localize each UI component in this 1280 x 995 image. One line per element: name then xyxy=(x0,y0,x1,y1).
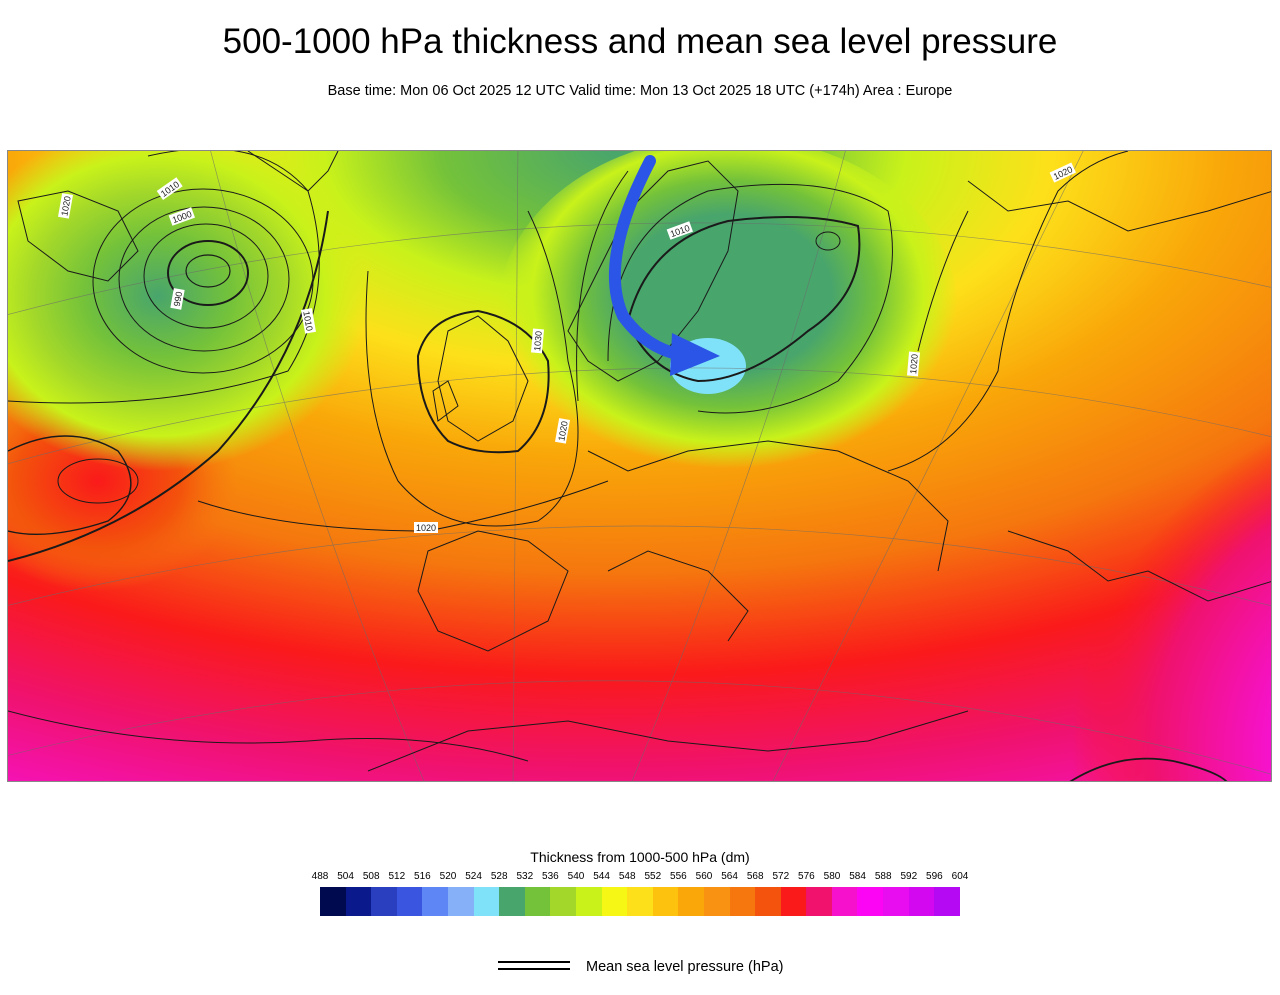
colorbar-tick-label: 572 xyxy=(772,871,790,882)
colorbar-swatch xyxy=(703,887,730,916)
thickness-map: 1010 1000 990 1010 1020 1020 1010 1020 1… xyxy=(7,150,1272,782)
colorbar-tick-label: 580 xyxy=(823,871,841,882)
colorbar-swatch xyxy=(345,887,372,916)
chart-subtitle: Base time: Mon 06 Oct 2025 12 UTC Valid … xyxy=(327,83,953,99)
colorbar-swatch xyxy=(806,887,832,916)
colorbar-tick-label: 532 xyxy=(516,871,534,882)
cold-air-flow-arrow xyxy=(608,155,720,376)
isobar-1015 xyxy=(8,210,329,562)
msl-pressure-legend: Mean sea level pressure (hPa) xyxy=(498,958,838,978)
map-canvas: 1010 1000 990 1010 1020 1020 1010 1020 1… xyxy=(8,151,1271,781)
colorbar-swatch xyxy=(729,887,756,916)
colorbar-tick-label: 516 xyxy=(414,871,431,882)
colorbar-tick-label: 568 xyxy=(746,871,764,882)
colorbar-tick-label: 564 xyxy=(721,871,738,882)
colorbar-swatch xyxy=(934,887,960,916)
colorbar-swatch xyxy=(524,887,551,916)
atlantic-low-cold-air xyxy=(8,151,368,471)
colorbar-tick-label: 596 xyxy=(926,871,943,882)
colorbar-tick-label: 588 xyxy=(874,871,892,882)
warm-air-mass xyxy=(808,331,1271,781)
thickness-colorbar xyxy=(320,887,960,916)
chart-title: 500-1000 hPa thickness and mean sea leve… xyxy=(222,22,1058,61)
isobar-azores-inner xyxy=(57,458,139,504)
isobar-high-1020-uk xyxy=(416,309,550,454)
isobar-label: 1020 xyxy=(556,420,569,441)
colorbar-tick-label: 560 xyxy=(695,871,713,882)
colorbar-swatch xyxy=(652,887,679,916)
colorbar-swatch xyxy=(396,887,423,916)
colorbar-tick-label: 488 xyxy=(311,871,329,882)
colorbar-tick-label: 520 xyxy=(439,871,457,882)
colorbar-tick-label: 556 xyxy=(670,871,687,882)
colorbar-tick-label: 584 xyxy=(849,871,866,882)
isobar-label: 990 xyxy=(172,291,184,308)
isobar-1015-med xyxy=(8,710,529,762)
colorbar-tick-label: 512 xyxy=(388,871,406,882)
colorbar-tick-label: 544 xyxy=(593,871,610,882)
colorbar-swatch xyxy=(908,887,935,916)
colorbar-tick-label: 528 xyxy=(490,871,508,882)
isobar-low-995 xyxy=(143,223,269,329)
colorbar-tick-label: 576 xyxy=(798,871,815,882)
isobar-low-1000 xyxy=(118,206,290,352)
colorbar-swatch xyxy=(601,887,628,916)
isobar-label: 1030 xyxy=(532,331,544,352)
colorbar-swatch xyxy=(780,887,807,916)
colorbar-title: Thickness from 1000-500 hPa (dm) xyxy=(530,849,750,865)
colorbar-swatch xyxy=(473,887,500,916)
isobar-small-low xyxy=(815,231,841,251)
isobar-center-low xyxy=(185,254,231,288)
msl-line-sample xyxy=(498,961,570,970)
colorbar-swatch xyxy=(857,887,884,916)
colorbar-swatch xyxy=(755,887,781,916)
isobar-1020-east-2 xyxy=(917,210,969,352)
colorbar-tick-labels: 488 504 508 512 516 520 524 528 532 536 540 544 548 5… xyxy=(307,871,973,883)
colorbar-swatch xyxy=(831,887,858,916)
isobar-low-990 xyxy=(167,240,249,306)
isobar-labels: 1010 1000 990 1010 1020 1020 1010 1020 1… xyxy=(58,162,1076,533)
colorbar-tick-label: 524 xyxy=(465,871,482,882)
isobar-1010-se xyxy=(1069,757,1228,781)
colorbar-tick-label: 504 xyxy=(337,871,354,882)
colorbar-tick-label: 592 xyxy=(900,871,918,882)
colorbar-tick-label: 540 xyxy=(567,871,585,882)
colorbar-swatch xyxy=(371,887,397,916)
colorbar-swatch xyxy=(883,887,909,916)
isobar-label: 1010 xyxy=(301,310,314,331)
colorbar-swatch xyxy=(550,887,576,916)
colorbar-tick-label: 604 xyxy=(951,871,969,882)
colorbar-tick-label: 552 xyxy=(644,871,662,882)
isobars xyxy=(8,151,1228,781)
colorbar-swatch xyxy=(422,887,448,916)
isobar-label: 1020 xyxy=(908,354,920,375)
isobar-low-1010 xyxy=(8,151,320,404)
colorbar-tick-label: 536 xyxy=(542,871,559,882)
isobar-azores xyxy=(8,435,132,536)
isobar-label: 1020 xyxy=(59,195,72,216)
isobar-label: 1020 xyxy=(416,523,436,533)
isobar-1015-uk xyxy=(365,210,579,527)
colorbar-swatch xyxy=(627,887,653,916)
isobar-1020-east xyxy=(887,151,1129,472)
colorbar-tick-label: 548 xyxy=(618,871,636,882)
scandinavian-trough-cold-air xyxy=(498,151,958,486)
colorbar-swatch xyxy=(575,887,602,916)
isobar-trough-1020 xyxy=(576,170,629,402)
colorbar-swatch xyxy=(678,887,704,916)
isobar-trough-1010 xyxy=(626,216,861,383)
colorbar-swatch xyxy=(320,887,346,916)
isobar-trough-1015 xyxy=(607,183,893,414)
colorbar-swatch xyxy=(499,887,525,916)
colorbar-tick-label: 508 xyxy=(362,871,380,882)
msl-pressure-label: Mean sea level pressure (hPa) xyxy=(586,959,784,975)
colorbar-swatch xyxy=(447,887,474,916)
